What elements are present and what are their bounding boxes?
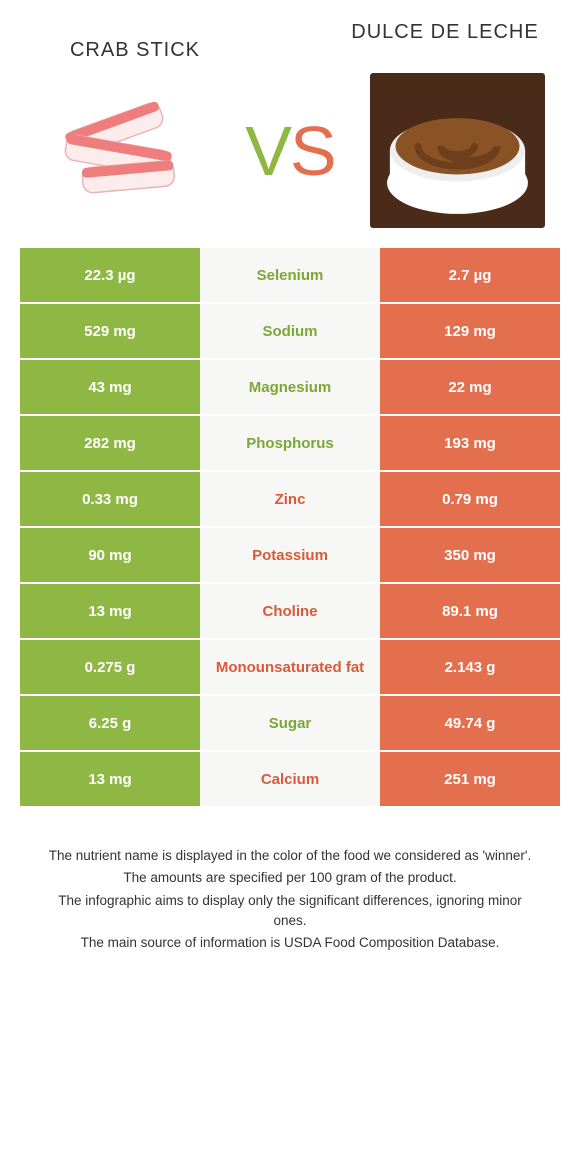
vs-v: V bbox=[245, 111, 290, 191]
nutrient-name: Potassium bbox=[200, 528, 380, 582]
value-right: 129 mg bbox=[380, 304, 560, 358]
table-row: 0.33 mgZinc0.79 mg bbox=[20, 472, 560, 526]
value-left: 6.25 g bbox=[20, 696, 200, 750]
images-row: VS bbox=[20, 73, 560, 228]
value-right: 0.79 mg bbox=[380, 472, 560, 526]
table-row: 6.25 gSugar49.74 g bbox=[20, 696, 560, 750]
value-left: 0.33 mg bbox=[20, 472, 200, 526]
table-row: 13 mgCalcium251 mg bbox=[20, 752, 560, 806]
value-right: 193 mg bbox=[380, 416, 560, 470]
footnote-line: The main source of information is USDA F… bbox=[40, 933, 540, 953]
table-row: 529 mgSodium129 mg bbox=[20, 304, 560, 358]
nutrient-name: Selenium bbox=[200, 248, 380, 302]
nutrient-name: Calcium bbox=[200, 752, 380, 806]
footnotes: The nutrient name is displayed in the co… bbox=[20, 846, 560, 953]
table-row: 22.3 µgSelenium2.7 µg bbox=[20, 248, 560, 302]
table-row: 43 mgMagnesium22 mg bbox=[20, 360, 560, 414]
crab-stick-icon bbox=[35, 73, 210, 228]
table-row: 282 mgPhosphorus193 mg bbox=[20, 416, 560, 470]
value-left: 13 mg bbox=[20, 584, 200, 638]
vs-s: S bbox=[290, 111, 335, 191]
table-row: 90 mgPotassium350 mg bbox=[20, 528, 560, 582]
value-right: 2.143 g bbox=[380, 640, 560, 694]
value-left: 529 mg bbox=[20, 304, 200, 358]
value-left: 13 mg bbox=[20, 752, 200, 806]
value-left: 43 mg bbox=[20, 360, 200, 414]
value-left: 22.3 µg bbox=[20, 248, 200, 302]
vs-label: VS bbox=[245, 111, 334, 191]
nutrient-name: Phosphorus bbox=[200, 416, 380, 470]
table-row: 0.275 gMonounsaturated fat2.143 g bbox=[20, 640, 560, 694]
nutrient-name: Sugar bbox=[200, 696, 380, 750]
nutrient-name: Monounsaturated fat bbox=[200, 640, 380, 694]
footnote-line: The nutrient name is displayed in the co… bbox=[40, 846, 540, 866]
value-left: 282 mg bbox=[20, 416, 200, 470]
value-right: 22 mg bbox=[380, 360, 560, 414]
header: Crab stick Dulce de leche bbox=[20, 20, 560, 63]
table-row: 13 mgCholine89.1 mg bbox=[20, 584, 560, 638]
nutrient-name: Magnesium bbox=[200, 360, 380, 414]
value-left: 0.275 g bbox=[20, 640, 200, 694]
footnote-line: The amounts are specified per 100 gram o… bbox=[40, 868, 540, 888]
footnote-line: The infographic aims to display only the… bbox=[40, 891, 540, 932]
value-right: 350 mg bbox=[380, 528, 560, 582]
dulce-de-leche-icon bbox=[370, 73, 545, 228]
comparison-table: 22.3 µgSelenium2.7 µg529 mgSodium129 mg4… bbox=[20, 248, 560, 806]
value-right: 251 mg bbox=[380, 752, 560, 806]
title-left: Crab stick bbox=[35, 20, 235, 63]
value-right: 49.74 g bbox=[380, 696, 560, 750]
value-right: 89.1 mg bbox=[380, 584, 560, 638]
nutrient-name: Choline bbox=[200, 584, 380, 638]
value-right: 2.7 µg bbox=[380, 248, 560, 302]
title-right: Dulce de leche bbox=[345, 20, 545, 45]
nutrient-name: Zinc bbox=[200, 472, 380, 526]
nutrient-name: Sodium bbox=[200, 304, 380, 358]
value-left: 90 mg bbox=[20, 528, 200, 582]
